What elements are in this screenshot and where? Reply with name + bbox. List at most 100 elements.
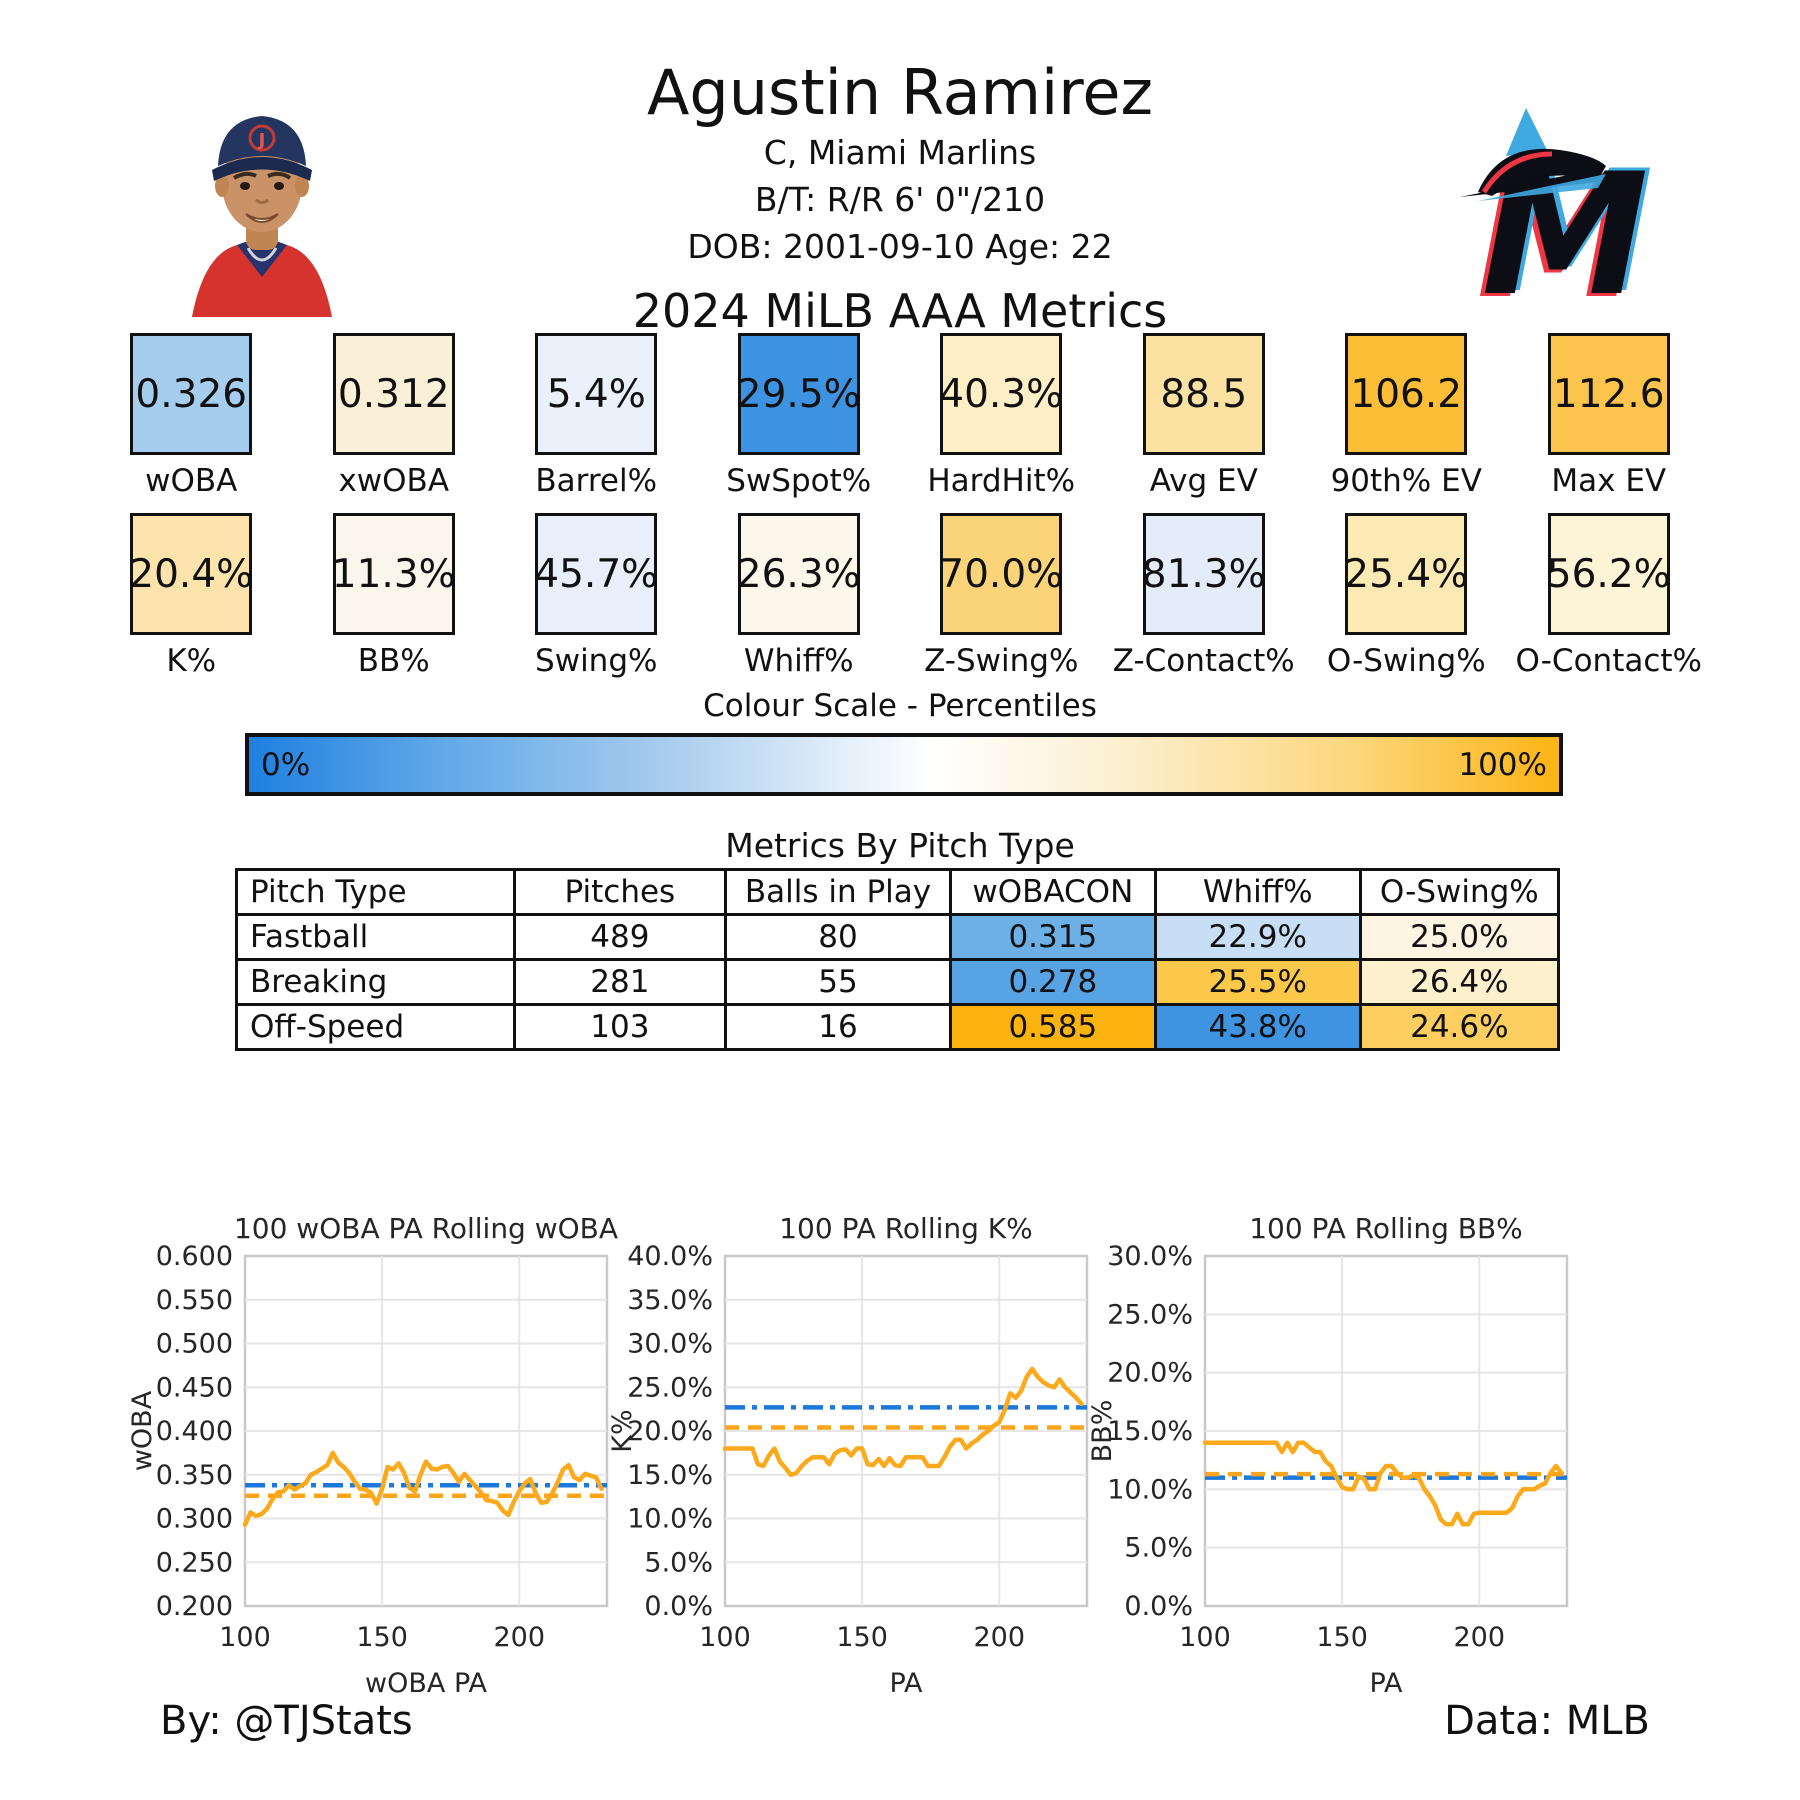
y-tick-label: 30.0% [627, 1329, 713, 1360]
metric-cell-xwoba: 0.312 xwOBA [293, 333, 496, 499]
table-cell: 26.4% [1358, 958, 1561, 1006]
metric-cell-90th-ev: 106.2 90th% EV [1305, 333, 1508, 499]
table-cell: Breaking [235, 958, 516, 1006]
metric-cell-z-contact-: 81.3% Z-Contact% [1103, 513, 1306, 679]
metric-value: 20.4% [129, 551, 254, 597]
table-cell: 16 [724, 1003, 952, 1051]
y-tick-label: 0.550 [156, 1285, 233, 1316]
metric-value: 45.7% [534, 551, 659, 597]
metric-box: 81.3% [1141, 513, 1266, 635]
dob-age: DOB: 2001-09-10 Age: 22 [687, 227, 1113, 267]
table-cell: 43.8% [1153, 1003, 1362, 1051]
y-tick-label: 5.0% [1124, 1533, 1193, 1564]
y-tick-label: 20.0% [1107, 1358, 1193, 1389]
y-tick-label: 25.0% [627, 1372, 713, 1403]
y-tick-label: 15.0% [627, 1460, 713, 1491]
table-row: Breaking 281 55 0.278 25.5% 26.4% [235, 958, 1561, 1006]
metric-label: SwSpot% [726, 463, 872, 499]
metric-cell-hardhit-: 40.3% HardHit% [900, 333, 1103, 499]
metric-box: 20.4% [129, 513, 254, 635]
x-tick-label: 100 [1179, 1622, 1231, 1653]
table-cell: 22.9% [1153, 913, 1362, 961]
metric-label: xwOBA [338, 463, 450, 499]
pitch-table-title: Metrics By Pitch Type [725, 826, 1075, 865]
column-header: Pitches [512, 868, 728, 916]
y-tick-label: 0.0% [1124, 1591, 1193, 1622]
column-header: Pitch Type [235, 868, 516, 916]
y-tick-label: 0.350 [156, 1460, 233, 1491]
metric-value: 106.2 [1350, 371, 1463, 417]
position-team: C, Miami Marlins [763, 133, 1037, 173]
rolling-series-line [722, 1366, 1084, 1478]
metric-label: 90th% EV [1330, 463, 1482, 499]
table-cell: 25.5% [1153, 958, 1362, 1006]
y-axis-label: K% [607, 1409, 638, 1452]
table-row: Off-Speed 103 16 0.585 43.8% 24.6% [235, 1003, 1561, 1051]
metric-row-plate-discipline: 20.4% K% 11.3% BB% 45.7% Swing% 26.3% Whiff% 70.… [90, 513, 1710, 679]
data-source-credit: Data: MLB [1444, 1698, 1650, 1744]
metric-value: 112.6 [1552, 371, 1665, 417]
y-tick-label: 0.600 [156, 1241, 233, 1272]
rolling-woba-chart: 0.200 0.250 0.300 0.350 0.400 0.450 0.500 0.550… [127, 1212, 618, 1699]
table-cell: 281 [512, 958, 728, 1006]
metric-value: 70.0% [939, 551, 1064, 597]
metric-box: 5.4% [535, 333, 658, 455]
metric-value: 11.3% [331, 551, 456, 597]
table-cell: Off-Speed [235, 1003, 516, 1051]
y-tick-label: 30.0% [1107, 1241, 1193, 1272]
metric-box: 106.2 [1345, 333, 1468, 455]
table-cell: 103 [512, 1003, 728, 1051]
rolling-bb-chart: 0.0% 5.0% 10.0% 15.0% 20.0% 25.0% 30.0% 100 150 2… [1087, 1212, 1569, 1699]
y-tick-label: 35.0% [627, 1285, 713, 1316]
metric-cell-woba: 0.326 wOBA [90, 333, 293, 499]
metric-label: Avg EV [1149, 463, 1258, 499]
column-header: Balls in Play [724, 868, 952, 916]
table-cell: 25.0% [1358, 913, 1561, 961]
table-cell: 0.278 [948, 958, 1157, 1006]
metric-value: 0.326 [135, 371, 248, 417]
metric-box: 25.4% [1344, 513, 1469, 635]
metric-label: Max EV [1551, 463, 1667, 499]
pitch-type-table: Pitch Type Pitches Balls in Play wOBACON Whi… [235, 868, 1561, 1051]
x-axis-label: PA [1369, 1668, 1403, 1699]
column-header: wOBACON [948, 868, 1157, 916]
metric-cell-swing-: 45.7% Swing% [495, 513, 698, 679]
table-cell: 489 [512, 913, 728, 961]
metric-label: Barrel% [535, 463, 658, 499]
metric-value: 40.3% [939, 371, 1064, 417]
x-tick-label: 150 [1316, 1622, 1368, 1653]
y-tick-label: 0.250 [156, 1547, 233, 1578]
miami-marlins-logo-icon: M M M [1460, 108, 1654, 336]
metric-label: O-Swing% [1326, 643, 1486, 679]
metric-label: BB% [357, 643, 430, 679]
metric-box: 112.6 [1547, 333, 1670, 455]
y-axis-label: BB% [1087, 1400, 1118, 1463]
metric-box: 26.3% [736, 513, 861, 635]
metric-value: 26.3% [736, 551, 861, 597]
metric-label: Swing% [535, 643, 658, 679]
x-tick-label: 200 [493, 1622, 545, 1653]
metric-row-batted-ball: 0.326 wOBA 0.312 xwOBA 5.4% Barrel% 29.5% SwSpo… [90, 333, 1710, 499]
metric-cell-k-: 20.4% K% [90, 513, 293, 679]
colour-scale-title: Colour Scale - Percentiles [703, 688, 1097, 724]
metric-value: 81.3% [1141, 551, 1266, 597]
metric-label: HardHit% [927, 463, 1076, 499]
author-credit: By: @TJStats [160, 1698, 413, 1744]
metric-box: 11.3% [331, 513, 456, 635]
metric-value: 25.4% [1344, 551, 1469, 597]
column-header: Whiff% [1153, 868, 1362, 916]
table-cell: 55 [724, 958, 952, 1006]
colour-scale-max-label: 100% [1458, 746, 1547, 783]
metric-cell-z-swing-: 70.0% Z-Swing% [900, 513, 1103, 679]
metric-cell-bb-: 11.3% BB% [293, 513, 496, 679]
chart-title: 100 wOBA PA Rolling wOBA [234, 1212, 618, 1245]
chart-title: 100 PA Rolling K% [779, 1212, 1033, 1245]
x-tick-label: 150 [356, 1622, 408, 1653]
x-tick-label: 200 [973, 1622, 1025, 1653]
rolling-series-line [1202, 1440, 1564, 1527]
metric-value: 88.5 [1160, 371, 1248, 417]
y-tick-label: 20.0% [627, 1416, 713, 1447]
y-tick-label: 0.300 [156, 1504, 233, 1535]
metric-label: wOBA [145, 463, 238, 499]
metric-label: Whiff% [743, 643, 854, 679]
